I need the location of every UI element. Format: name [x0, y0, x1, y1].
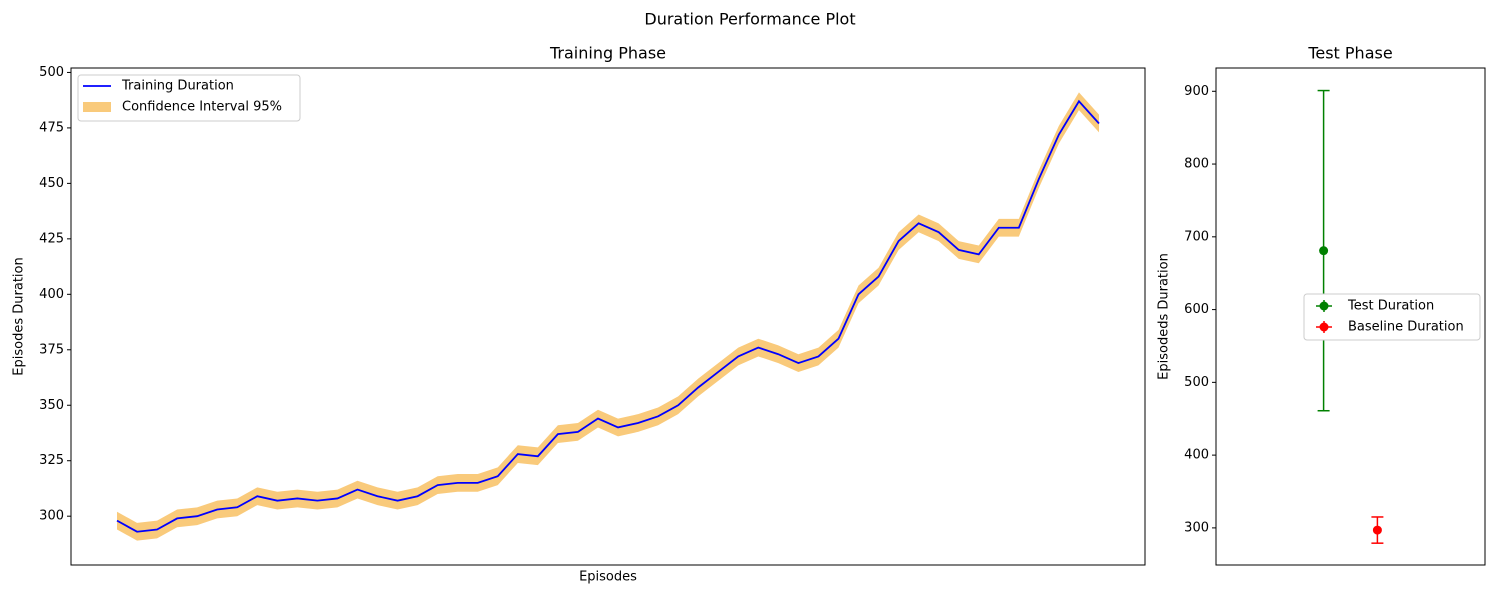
legend-frame: [1303, 293, 1481, 341]
y-tick-label: 425: [39, 231, 64, 246]
y-axis-label: Episodeds Duration: [1157, 253, 1172, 380]
training-line: [116, 99, 1100, 533]
y-tick-label: 400: [1184, 448, 1209, 463]
legend-label: Training Duration: [121, 79, 234, 94]
point: [1319, 246, 1329, 256]
legend-frame: [77, 74, 301, 122]
y-tick-label: 800: [1184, 157, 1209, 172]
y-tick-label: 450: [39, 176, 64, 191]
y-axis-label: Episodes Duration: [12, 257, 27, 375]
y-tick-label: 300: [1184, 520, 1209, 535]
legend: Training Duration Confidence Interval 95%: [77, 74, 301, 122]
y-tick-label: 375: [39, 342, 64, 357]
confidence-band: [117, 92, 1099, 541]
y-tick-label: 600: [1184, 302, 1209, 317]
axes-frame: [70, 67, 1146, 566]
legend: Test Duration Baseline Duration: [1303, 293, 1481, 341]
y-tick-label: 700: [1184, 229, 1209, 244]
y-tick-label: 300: [39, 509, 64, 524]
y-tick-label: 900: [1184, 84, 1209, 99]
x-axis-label: Episodes: [579, 570, 637, 585]
y-tick-label: 325: [39, 453, 64, 468]
y-tick-label: 475: [39, 120, 64, 135]
y-tick-label: 350: [39, 398, 64, 413]
point: [1372, 525, 1382, 535]
legend-swatch: [1319, 301, 1329, 311]
legend-label: Confidence Interval 95%: [122, 100, 282, 115]
legend-swatch: [83, 102, 111, 112]
y-tick-label: 400: [39, 287, 64, 302]
figure-title: Duration Performance Plot: [644, 10, 855, 29]
y-tick-label: 500: [1184, 375, 1209, 390]
legend-swatch: [1319, 322, 1329, 332]
chart-title: Training Phase: [549, 44, 666, 63]
axes-frame: [1215, 67, 1486, 566]
y-tick-label: 500: [39, 65, 64, 80]
legend-label: Baseline Duration: [1348, 320, 1464, 335]
legend-label: Test Duration: [1347, 299, 1434, 314]
chart-title: Test Phase: [1307, 44, 1392, 63]
